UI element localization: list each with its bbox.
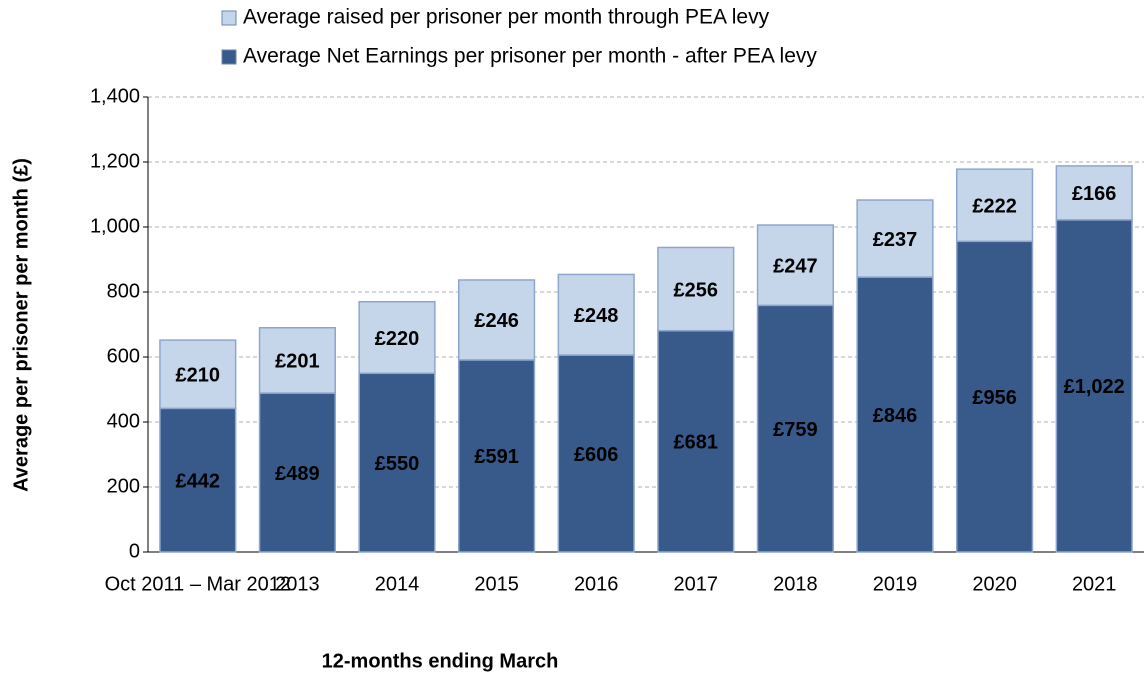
data-label: £442: [176, 470, 221, 492]
data-label: £220: [375, 328, 420, 350]
data-label: £210: [176, 365, 221, 387]
y-tick-label: 400: [107, 410, 140, 432]
data-label: £1,022: [1064, 376, 1125, 398]
bar-segment: [657, 246, 735, 332]
data-label: £166: [1072, 183, 1117, 205]
legend-label: Average Net Earnings per prisoner per mo…: [243, 45, 817, 68]
x-tick-label: 2019: [873, 573, 918, 595]
data-label: £606: [574, 444, 619, 466]
data-label: £248: [574, 305, 619, 327]
data-label: £759: [773, 419, 818, 441]
data-label: £201: [275, 351, 320, 373]
bar-segment: [956, 240, 1034, 553]
y-tick-label: 1,400: [90, 85, 140, 107]
bar-segment: [1055, 219, 1133, 553]
bar-segment: [1055, 165, 1133, 221]
bar-segment: [258, 327, 336, 394]
bar-segment: [657, 329, 735, 553]
data-label: £489: [275, 463, 320, 485]
bar-segment: [557, 273, 635, 356]
x-tick-label: Oct 2011 – Mar 2012: [105, 573, 291, 595]
legend-label: Average raised per prisoner per month th…: [243, 6, 770, 29]
data-label: £681: [674, 432, 719, 454]
bar-segment: [258, 392, 336, 553]
data-label: £237: [873, 229, 918, 251]
y-tick-label: 0: [129, 540, 140, 562]
data-label: £550: [375, 453, 420, 475]
data-label: £956: [972, 387, 1017, 409]
data-label: £256: [674, 279, 719, 301]
bar-segment: [159, 407, 237, 553]
x-tick-label: 2014: [375, 573, 420, 595]
data-label: £846: [873, 405, 918, 427]
x-tick-label: 2021: [1072, 573, 1117, 595]
data-label: £246: [474, 310, 519, 332]
data-label: £222: [972, 196, 1017, 218]
y-tick-label: 600: [107, 345, 140, 367]
bar-segment: [358, 301, 436, 374]
y-tick-label: 1,000: [90, 215, 140, 237]
bar-segment: [756, 224, 834, 307]
bar-segment: [458, 279, 536, 361]
x-tick-label: 2013: [275, 573, 320, 595]
x-tick-label: 2018: [773, 573, 818, 595]
data-label: £247: [773, 255, 818, 277]
x-tick-label: 2017: [674, 573, 719, 595]
x-axis-title: 12-months ending March: [322, 650, 559, 672]
legend-swatch: [221, 10, 237, 26]
y-axis-title: Average per prisoner per month (£): [10, 158, 32, 492]
bar-segment: [159, 339, 237, 410]
bar-segment: [557, 354, 635, 553]
x-tick-label: 2020: [972, 573, 1017, 595]
data-label: £591: [474, 446, 519, 468]
y-tick-label: 800: [107, 280, 140, 302]
x-tick-label: 2015: [474, 573, 519, 595]
y-tick-label: 200: [107, 475, 140, 497]
bar-segment: [856, 199, 934, 278]
x-tick-label: 2016: [574, 573, 619, 595]
bar-segment: [956, 168, 1034, 243]
bar-segment: [458, 359, 536, 553]
legend-swatch: [221, 49, 237, 65]
y-tick-label: 1,200: [90, 150, 140, 172]
